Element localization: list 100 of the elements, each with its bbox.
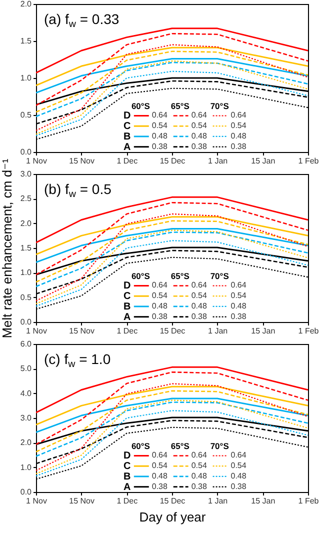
annotation: 65°S [170,271,190,282]
line-series [36,58,308,94]
y-tick-label: 6.0 [20,340,32,348]
y-tick-label: 3.0 [20,414,32,422]
y-tick-label: 2.5 [20,194,32,204]
line-series [36,230,308,304]
annotation: C [124,121,131,132]
x-tick-label: 15 Nov [69,496,95,506]
y-tick-label: 0.0 [20,488,32,496]
text: (c) f$_{w}$ = 1.0 [44,351,111,370]
y-tick-label: 4.0 [20,388,32,398]
annotation: A [124,142,131,153]
y-tick-label: 2.0 [20,0,32,8]
legend-label: 0.48 [230,471,247,480]
y-tick-label: 2.0 [20,218,32,228]
legend-label: 0.38 [152,142,168,151]
line-series [36,383,308,472]
line-series [36,50,308,113]
x-tick-label: 1 Jan [208,326,228,336]
annotation: D [124,450,131,462]
legend-label: 0.64 [152,110,168,120]
annotation: 60°S [131,271,150,282]
x-tick-label: 1 Feb [298,496,320,506]
annotation: D [124,280,131,292]
annotation: A [124,312,131,323]
legend-label: 0.54 [230,461,247,470]
legend-label: 0.64 [230,110,247,120]
line-series [36,44,308,132]
y-tick-label: 2.0 [20,438,32,448]
text: (a) f$_{w}$ = 0.33 [44,11,120,30]
legend-label: 0.64 [230,280,247,290]
y-tick-label: 3.0 [20,170,32,178]
legend-label: 0.54 [191,121,208,130]
y-tick-label: 1.0 [20,268,32,278]
y-tick-label: 1.0 [20,462,32,472]
line-series [36,196,308,244]
y-tick-label: 0.0 [20,148,32,156]
x-tick-label: 15 Dec [160,326,186,336]
legend-label: 0.64 [230,450,247,460]
line-series [36,46,308,86]
annotation: 70°S [210,441,230,452]
annotation: B [124,131,131,142]
line-series [36,213,308,302]
annotation: 60°S [131,101,150,112]
legend-label: 0.48 [152,471,168,480]
line-series [36,366,308,414]
legend-label: 0.48 [191,131,208,140]
legend-label: 0.64 [191,450,208,460]
line-series [36,216,308,256]
x-axis-title: Day of year [139,510,206,524]
line-series [36,402,308,457]
x-tick-label: 15 Nov [69,156,95,166]
line-series [36,62,308,118]
legend-label: 0.64 [152,280,168,290]
y-tick-label: 0.5 [20,110,32,120]
legend-label: 0.54 [152,461,168,470]
legend-label: 0.38 [191,312,208,321]
x-tick-label: 15 Dec [160,496,186,506]
annotation: 65°S [170,441,190,452]
legend-label: 0.48 [191,301,208,310]
x-tick-label: 15 Jan [251,156,276,166]
legend-label: 0.38 [191,482,208,491]
y-tick-label: 1.5 [20,36,32,46]
y-tick-label: 0.5 [20,292,32,302]
legend-label: 0.38 [230,482,247,491]
x-tick-label: 1 Dec [116,156,138,166]
annotation: C [124,291,131,302]
legend-label: 0.48 [230,131,247,140]
legend-label: 0.54 [191,291,208,300]
legend-label: 0.54 [191,461,208,470]
legend-label: 0.54 [230,291,247,300]
legend-label: 0.48 [152,301,168,310]
legend-label: 0.64 [191,110,208,120]
line-series [36,220,308,283]
legend-label: 0.54 [152,291,168,300]
legend-label: 0.48 [230,301,247,310]
x-tick-label: 15 Jan [251,496,276,506]
x-tick-label: 1 Dec [116,496,138,506]
line-series [36,28,308,74]
line-series [36,398,308,434]
x-tick-label: 1 Nov [26,156,47,166]
annotation: 60°S [131,441,150,452]
x-tick-label: 15 Jan [251,326,276,336]
y-tick-label: 5.0 [20,364,32,374]
x-tick-label: 1 Feb [298,326,320,336]
legend-label: 0.38 [230,142,247,151]
x-tick-label: 1 Dec [116,326,138,336]
y-axis-title: Melt rate enhancement, cm d⁻¹ [0,158,14,338]
legend-label: 0.38 [152,312,168,321]
legend-label: 0.64 [152,450,168,460]
x-tick-label: 1 Feb [298,156,320,166]
annotation: 70°S [210,101,230,112]
y-tick-label: 0.0 [20,318,32,326]
legend-label: 0.54 [152,121,168,130]
annotation: 65°S [170,101,190,112]
annotation: C [124,461,131,472]
x-tick-label: 1 Nov [26,326,47,336]
annotation: B [124,471,131,482]
legend-label: 0.48 [191,471,208,480]
line-series [36,386,308,426]
